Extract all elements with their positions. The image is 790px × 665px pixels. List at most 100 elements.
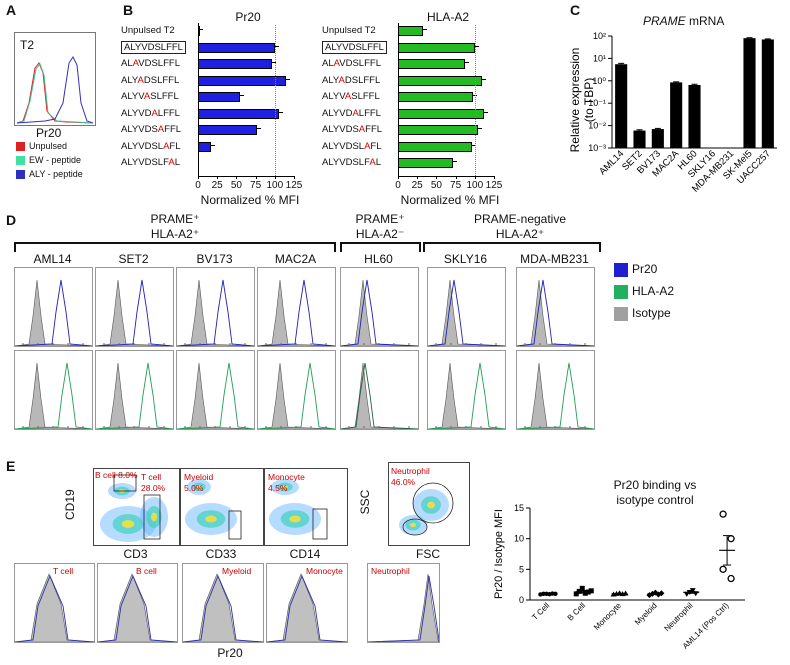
x-axis-line (198, 175, 294, 177)
pr20-peak (368, 575, 439, 642)
legend-item: EW - peptide (16, 153, 83, 167)
peptide-sequence: Unpulsed T2 (322, 25, 376, 36)
stain-peak (15, 279, 92, 346)
cell-line-name: HL60 (364, 252, 393, 266)
pr20-histogram (14, 267, 93, 347)
panel-label-d: D (6, 212, 17, 228)
y-axis-label: Pr20 / Isotype MFI (493, 509, 505, 599)
legend-swatch (16, 142, 25, 152)
hla-a2-histogram (14, 350, 93, 430)
mutated-residue: A (338, 74, 345, 86)
histogram-curves (177, 279, 254, 346)
hla-a2-histogram (340, 350, 419, 430)
group-title-3: PRAME-negative HLA-A2⁺ (450, 212, 590, 242)
bar (198, 125, 258, 135)
reference-line (274, 25, 276, 176)
x-tick-label: 50 (430, 179, 442, 191)
stain-peak (517, 362, 594, 429)
x-tick (274, 175, 276, 179)
histogram-label: Monocyte (306, 566, 343, 576)
data-point (727, 574, 735, 583)
legend-label: Isotype (632, 306, 671, 320)
histogram-curves (428, 362, 505, 429)
data-point (573, 591, 579, 597)
hla-a2-histogram (95, 350, 174, 430)
histogram-curves (96, 362, 173, 429)
density-peak (196, 485, 202, 489)
y-tick-label: 0 (519, 595, 524, 605)
gate-label: T cell 28.0% (141, 472, 166, 493)
mutated-residue: A (352, 107, 359, 119)
cell-line-name: AML14 (33, 252, 72, 266)
peptide-label: ALYVASLFFL (322, 91, 380, 102)
histogram-curves (428, 279, 505, 346)
data-point (727, 535, 735, 543)
pr20-histogram (516, 267, 595, 347)
stain-peak (341, 362, 418, 429)
peptide-part: ALYVDS (121, 124, 158, 135)
peptide-part: ALY (121, 74, 138, 86)
mutated-residue: A (163, 140, 170, 152)
y-tick-label: 10 (514, 534, 524, 544)
peptide-part: FL (169, 140, 181, 152)
peptide-label: ALYVDSLAFL (121, 141, 181, 152)
histogram-curves (98, 573, 177, 642)
x-tick-label: 25 (211, 179, 223, 191)
panel-label-c: C (570, 2, 581, 18)
x-tick-label: 125 (285, 179, 303, 191)
histogram-label: Myeloid (222, 566, 252, 576)
density-peak (121, 520, 135, 528)
panel-c-title: PRAME mRNA (643, 14, 724, 28)
peptide-sequence: ALAVDSLFFL (322, 58, 381, 69)
error-bar (257, 128, 262, 129)
isotype-peak (517, 362, 594, 429)
flow-density (100, 474, 168, 542)
flow-plot (93, 468, 180, 546)
peptide-part: Unpulsed T2 (121, 25, 175, 36)
x-tick-label: 25 (411, 179, 423, 191)
bar (398, 75, 483, 86)
error-bar (471, 144, 476, 146)
peptide-part: FFL (365, 124, 383, 135)
histogram-curves (258, 279, 335, 346)
density-peak (281, 485, 289, 489)
pr20-peak (183, 574, 263, 642)
peptide-sequence: ALYVDSLFFL (121, 40, 186, 54)
histogram-curves (177, 362, 254, 429)
group-title-line: HLA-A2⁻ (355, 227, 405, 241)
histogram-curves (96, 279, 173, 346)
bar (615, 64, 628, 148)
panel-c-chart: 10⁻³10⁻²10⁻¹10⁰10¹10²AML14SET2BV173MAC2A… (568, 31, 777, 195)
peptide-part: L (174, 157, 180, 168)
x-tick-label: B Cell (566, 601, 588, 623)
hla-a2-histogram (257, 350, 336, 430)
peptide-part: ALYVDS (322, 124, 359, 135)
legend-label: HLA-A2 (632, 284, 675, 298)
gate-label: Myeloid 5.0% (184, 472, 214, 493)
flow-plot (264, 468, 348, 546)
bar (761, 39, 774, 148)
x-axis-label: Normalized % MFI (400, 192, 500, 207)
peptide-label: ALAVDSLFFL (322, 58, 381, 69)
hla-a2-histogram (176, 350, 255, 430)
peptide-label: ALYVDSLFAL (121, 157, 180, 168)
stain-peak (428, 362, 505, 429)
bar (688, 84, 701, 148)
data-point (588, 588, 594, 594)
histogram-curves (517, 362, 594, 429)
gate (412, 482, 454, 524)
peptide-part: SLFFL (150, 91, 179, 102)
panel-c-title-rest: mRNA (685, 14, 725, 28)
hla-a2-histogram (427, 350, 506, 430)
y-tick-label: 10⁻² (588, 121, 606, 131)
peptide-part: ALYVDSLF (121, 157, 169, 168)
error-bar (482, 78, 487, 80)
isotype-peak (258, 279, 335, 346)
peptide-part: VDSLFFL (138, 58, 180, 69)
group-title-2: PRAME⁺ HLA-A2⁻ (345, 212, 415, 242)
histogram-x-label: Pr20 (217, 646, 243, 660)
peptide-label: ALYVDALFFL (322, 108, 381, 119)
peptide-part: LFFL (358, 107, 381, 119)
panel-label-a: A (6, 2, 17, 18)
histogram-curves (341, 362, 418, 429)
